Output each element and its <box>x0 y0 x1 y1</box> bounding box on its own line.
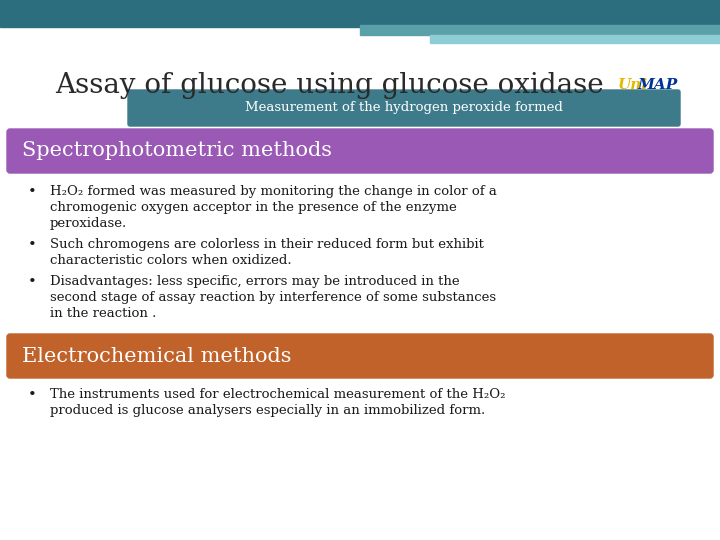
Text: •: • <box>28 185 37 199</box>
Text: Disadvantages: less specific, errors may be introduced in the: Disadvantages: less specific, errors may… <box>50 275 459 288</box>
Text: Assay of glucose using glucose oxidase: Assay of glucose using glucose oxidase <box>55 72 603 99</box>
Text: Uni: Uni <box>618 78 648 92</box>
Text: characteristic colors when oxidized.: characteristic colors when oxidized. <box>50 254 292 267</box>
Text: Such chromogens are colorless in their reduced form but exhibit: Such chromogens are colorless in their r… <box>50 238 484 251</box>
Text: Measurement of the hydrogen peroxide formed: Measurement of the hydrogen peroxide for… <box>245 102 563 114</box>
FancyBboxPatch shape <box>7 129 713 173</box>
Text: peroxidase.: peroxidase. <box>50 217 127 230</box>
FancyBboxPatch shape <box>128 90 680 126</box>
Text: in the reaction .: in the reaction . <box>50 307 156 320</box>
Text: •: • <box>28 238 37 252</box>
Bar <box>0 0 720 27</box>
Text: chromogenic oxygen acceptor in the presence of the enzyme: chromogenic oxygen acceptor in the prese… <box>50 201 456 214</box>
Text: •: • <box>28 275 37 289</box>
Text: The instruments used for electrochemical measurement of the H₂O₂: The instruments used for electrochemical… <box>50 388 505 401</box>
Text: Spectrophotometric methods: Spectrophotometric methods <box>22 141 332 160</box>
Text: Electrochemical methods: Electrochemical methods <box>22 347 292 366</box>
Bar <box>430 35 720 43</box>
Text: •: • <box>28 388 37 402</box>
Text: second stage of assay reaction by interference of some substances: second stage of assay reaction by interf… <box>50 291 496 304</box>
Bar <box>360 25 720 35</box>
Text: H₂O₂ formed was measured by monitoring the change in color of a: H₂O₂ formed was measured by monitoring t… <box>50 185 497 198</box>
FancyBboxPatch shape <box>7 334 713 378</box>
Text: produced is glucose analysers especially in an immobilized form.: produced is glucose analysers especially… <box>50 404 485 417</box>
Text: MAP: MAP <box>637 78 678 92</box>
